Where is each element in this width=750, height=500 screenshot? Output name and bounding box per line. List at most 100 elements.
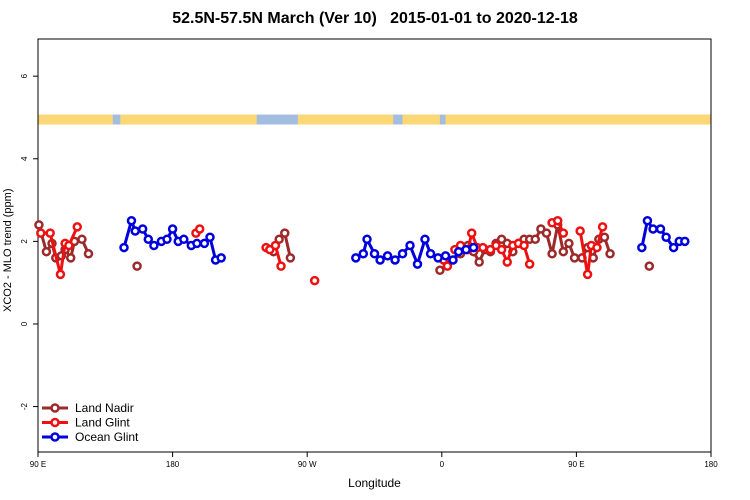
data-point-land_glint [45, 228, 55, 238]
data-point-land_nadir [132, 261, 142, 271]
y-tick-label: 0 [20, 321, 29, 326]
data-point-ocean_glint [149, 240, 159, 251]
data-point-ocean_glint [137, 224, 148, 234]
data-point-land_glint [592, 242, 602, 253]
chart-title: 52.5N-57.5N March (Ver 10) 2015-01-01 to… [172, 10, 578, 27]
y-axis-label: XCO2 - MLO trend (ppm) [2, 188, 14, 312]
data-point-land_nadir [599, 232, 610, 242]
band-land-segment [445, 114, 711, 125]
data-point-land_nadir [564, 238, 574, 249]
data-point-land_glint [552, 215, 563, 226]
data-point-ocean_glint [461, 244, 471, 255]
data-point-land_nadir [435, 265, 445, 276]
data-point-land_nadir [474, 257, 484, 267]
data-point-ocean_glint [162, 234, 172, 245]
data-point-land_nadir [285, 253, 296, 263]
data-point-ocean_glint [448, 255, 458, 265]
data-point-land_glint [309, 275, 320, 286]
data-point-land_nadir [569, 253, 580, 263]
legend-marker-land_glint [50, 417, 60, 428]
data-point-land_glint [36, 228, 46, 238]
plot-frame [37, 38, 712, 453]
band-land-segment [297, 114, 394, 125]
data-point-ocean_glint [642, 215, 653, 226]
data-point-ocean_glint [397, 249, 408, 259]
axes: 90 E 180 90 W 0 90 E 180 -2 0 2 4 6 [20, 73, 718, 469]
data-point-land_glint [478, 242, 488, 253]
data-point-ocean_glint [390, 255, 400, 265]
data-point-land_glint [582, 269, 593, 280]
y-tick-label: -2 [20, 402, 29, 410]
data-point-ocean_glint [369, 249, 380, 259]
data-point-land_nadir [605, 249, 615, 259]
data-point-ocean_glint [661, 232, 671, 242]
data-point-land_glint [55, 269, 66, 280]
data-point-land_nadir [65, 253, 76, 263]
data-point-ocean_glint [637, 242, 647, 253]
data-point-land_glint [466, 228, 477, 238]
data-point-land_glint [575, 226, 585, 236]
legend-label-land_nadir: Land Nadir [75, 401, 134, 415]
legend-marker-land_nadir [50, 403, 60, 413]
data-point-land_nadir [530, 234, 541, 245]
data-point-ocean_glint [453, 246, 464, 257]
data-point-ocean_glint [680, 236, 690, 247]
x-axis-label: Longitude [348, 476, 401, 490]
x-tick-label: 180 [166, 460, 180, 469]
series-ocean_glint [119, 215, 690, 269]
data-point-ocean_glint [375, 255, 385, 265]
data-point-land_glint [524, 259, 535, 269]
data-point-ocean_glint [199, 238, 210, 249]
data-point-land_nadir [547, 249, 557, 259]
band-land-segment [120, 114, 257, 125]
x-tick-label: 180 [704, 460, 718, 469]
data-point-land_glint [270, 240, 281, 251]
data-point-ocean_glint [655, 224, 666, 234]
data-point-ocean_glint [668, 242, 679, 253]
data-point-land_glint [72, 222, 83, 232]
data-point-land_nadir [34, 220, 44, 230]
data-point-ocean_glint [130, 226, 140, 236]
data-point-ocean_glint [382, 251, 393, 261]
data-point-land_nadir [558, 246, 569, 257]
legend-label-land_glint: Land Glint [75, 416, 130, 430]
data-point-land_nadir [41, 246, 52, 257]
data-point-ocean_glint [179, 234, 189, 245]
data-point-land_nadir [83, 249, 94, 259]
data-point-ocean_glint [205, 232, 215, 242]
y-tick-label: 6 [20, 73, 29, 78]
data-point-ocean_glint [119, 242, 129, 253]
data-point-ocean_glint [420, 234, 430, 245]
data-point-ocean_glint [358, 249, 369, 259]
data-point-land_glint [194, 224, 205, 234]
data-point-ocean_glint [433, 253, 443, 263]
data-point-ocean_glint [468, 242, 479, 253]
data-point-land_glint [64, 240, 74, 251]
data-point-ocean_glint [126, 215, 137, 226]
x-tick-label: 90 E [30, 460, 46, 469]
data-point-land_nadir [77, 234, 87, 245]
data-point-ocean_glint [405, 240, 415, 251]
x-tick-label: 0 [440, 460, 445, 469]
series-layer [34, 215, 690, 286]
y-tick-label: 4 [20, 156, 29, 161]
data-point-land_glint [502, 257, 512, 267]
data-point-land_nadir [541, 228, 552, 238]
data-point-ocean_glint [412, 259, 423, 269]
band-land-segment [402, 114, 440, 125]
data-point-land_glint [519, 240, 529, 251]
data-point-ocean_glint [167, 224, 178, 234]
data-point-land_nadir [280, 228, 290, 238]
x-tick-label: 90 E [568, 460, 584, 469]
data-point-ocean_glint [351, 253, 361, 263]
surface-type-band [38, 114, 711, 125]
data-point-ocean_glint [362, 234, 372, 245]
data-point-land_glint [496, 244, 507, 255]
legend-marker-ocean_glint [50, 432, 60, 442]
data-point-ocean_glint [648, 224, 658, 234]
data-point-ocean_glint [143, 234, 154, 245]
x-tick-label: 90 W [298, 460, 317, 469]
legend-label-ocean_glint: Ocean Glint [75, 430, 139, 444]
